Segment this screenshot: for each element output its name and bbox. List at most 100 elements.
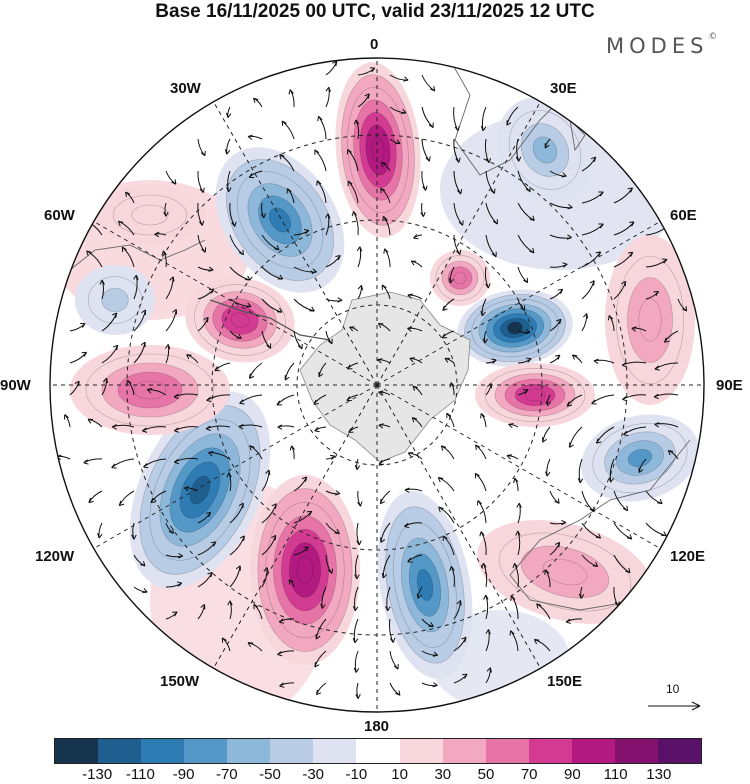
anomaly-cell-neg-120w bbox=[129, 391, 271, 589]
wind-vector-arrow bbox=[608, 458, 615, 483]
wind-vector-arrow bbox=[353, 119, 360, 140]
colorbar-tick-label: -90 bbox=[172, 766, 195, 783]
wind-vector-arrow bbox=[253, 97, 263, 108]
wind-vector-arrow bbox=[517, 266, 529, 284]
wind-vector-arrow bbox=[315, 618, 327, 640]
anomaly-cell-neg-70w bbox=[75, 265, 155, 335]
wind-vector-arrow bbox=[197, 288, 215, 300]
wind-vector-arrow bbox=[226, 106, 232, 118]
wind-vector-arrow bbox=[316, 180, 327, 204]
wind-vector-arrow bbox=[184, 486, 199, 492]
anomaly-cell-pos-160w bbox=[250, 475, 360, 665]
wind-vector-arrow bbox=[545, 394, 552, 406]
wind-vector-arrow bbox=[485, 202, 498, 225]
wind-vector-arrow bbox=[87, 418, 103, 428]
wind-vector-arrow bbox=[165, 276, 175, 300]
anomaly-cell-pos-south-america bbox=[95, 185, 205, 245]
wind-vector-arrow bbox=[549, 490, 560, 504]
vector-scale-label: 10 bbox=[666, 682, 680, 696]
anomaly-contour bbox=[101, 288, 129, 312]
wind-vector-arrow bbox=[346, 148, 359, 172]
lon-label-30w: 30W bbox=[170, 80, 201, 97]
anomaly-contour bbox=[371, 137, 385, 163]
wind-vector-arrow bbox=[485, 234, 497, 258]
wind-vector-arrow bbox=[421, 650, 439, 657]
colorbar-swatch bbox=[614, 739, 658, 763]
colorbar-tick-label: 70 bbox=[520, 766, 538, 783]
wind-vector-arrow bbox=[117, 220, 135, 236]
wind-vector-arrow bbox=[277, 424, 295, 430]
wind-vector-arrow bbox=[121, 246, 135, 268]
wind-vector-arrow bbox=[247, 642, 263, 652]
wind-vector-arrow bbox=[165, 581, 183, 588]
meridian-line bbox=[211, 384, 378, 672]
wind-vector-arrow bbox=[261, 330, 272, 349]
wind-vector-arrow bbox=[572, 354, 583, 364]
anomaly-cell-neg-160e bbox=[377, 491, 473, 679]
wind-vector-arrow bbox=[481, 562, 488, 588]
wind-vector-arrow bbox=[346, 394, 359, 402]
wind-vector-arrow bbox=[607, 315, 615, 332]
wind-vector-arrow bbox=[382, 215, 391, 236]
meridian-line bbox=[376, 219, 664, 386]
wind-vector-arrow bbox=[146, 388, 167, 396]
wind-vector-arrow bbox=[485, 667, 492, 684]
wind-vector-arrow bbox=[638, 458, 647, 473]
colorbar-tick-label: -10 bbox=[345, 766, 368, 783]
wind-vector-arrow bbox=[63, 414, 71, 428]
wind-vector-arrow bbox=[515, 138, 522, 162]
wind-vector-arrow bbox=[613, 187, 634, 204]
wind-vector-arrow bbox=[581, 522, 602, 539]
wind-vector-arrow bbox=[154, 231, 167, 238]
wind-vector-arrow bbox=[440, 445, 455, 460]
wind-vector-arrow bbox=[480, 298, 487, 317]
wind-vector-arrow bbox=[101, 344, 119, 364]
antarctic-peninsula bbox=[209, 299, 331, 341]
wind-vector-arrow bbox=[421, 170, 428, 191]
wind-vector-arrow bbox=[315, 682, 327, 696]
lon-label-150e: 150E bbox=[547, 673, 583, 690]
wind-vector-arrow bbox=[293, 229, 310, 236]
anomaly-contour bbox=[524, 388, 546, 402]
wind-vector-arrow bbox=[111, 424, 135, 430]
wind-vector-arrow bbox=[143, 458, 167, 469]
wind-vector-arrow bbox=[320, 586, 327, 609]
wind-vector-arrow bbox=[197, 511, 212, 524]
anomaly-contour bbox=[627, 449, 653, 467]
wind-vector-arrow bbox=[622, 394, 647, 402]
wind-vector-arrow bbox=[221, 637, 231, 652]
wind-vector-arrow bbox=[449, 382, 455, 396]
wind-vector-arrow bbox=[449, 566, 456, 588]
wind-vector-arrow bbox=[437, 476, 455, 492]
wind-vector-arrow bbox=[549, 519, 567, 526]
colorbar-tick-label: -70 bbox=[215, 766, 238, 783]
wind-vector-arrow bbox=[69, 380, 80, 396]
wind-vector-arrow bbox=[621, 361, 647, 368]
wind-vector-arrow bbox=[581, 223, 604, 236]
wind-vector-arrow bbox=[346, 362, 359, 370]
wind-vector-arrow bbox=[404, 522, 423, 529]
wind-vector-arrow bbox=[377, 322, 391, 332]
wind-vector-arrow bbox=[325, 454, 336, 461]
wind-vector-arrow bbox=[536, 603, 551, 620]
wind-vector-arrow bbox=[69, 351, 88, 364]
colorbar-tick-label: -130 bbox=[82, 766, 113, 783]
latitude-circle bbox=[211, 219, 543, 551]
wind-vector-arrow bbox=[480, 412, 487, 428]
wind-vector-arrow bbox=[357, 93, 370, 108]
colorbar-swatch bbox=[227, 739, 271, 763]
wind-vector-arrow bbox=[352, 618, 359, 644]
wind-vector-arrow bbox=[517, 202, 535, 222]
wind-vector-arrow bbox=[313, 394, 327, 405]
lon-label-120e: 120E bbox=[670, 548, 706, 565]
wind-vector-arrow bbox=[438, 506, 455, 524]
wind-vector-arrow bbox=[581, 251, 602, 268]
colorbar-tick-label: -50 bbox=[259, 766, 281, 783]
wind-vector-arrow bbox=[453, 170, 463, 195]
meridian-line bbox=[90, 219, 378, 386]
wind-vector-arrow bbox=[281, 120, 295, 140]
wind-vector-arrow bbox=[229, 502, 244, 524]
wind-vector-arrow bbox=[133, 586, 148, 594]
wind-vector-arrow bbox=[420, 202, 426, 217]
